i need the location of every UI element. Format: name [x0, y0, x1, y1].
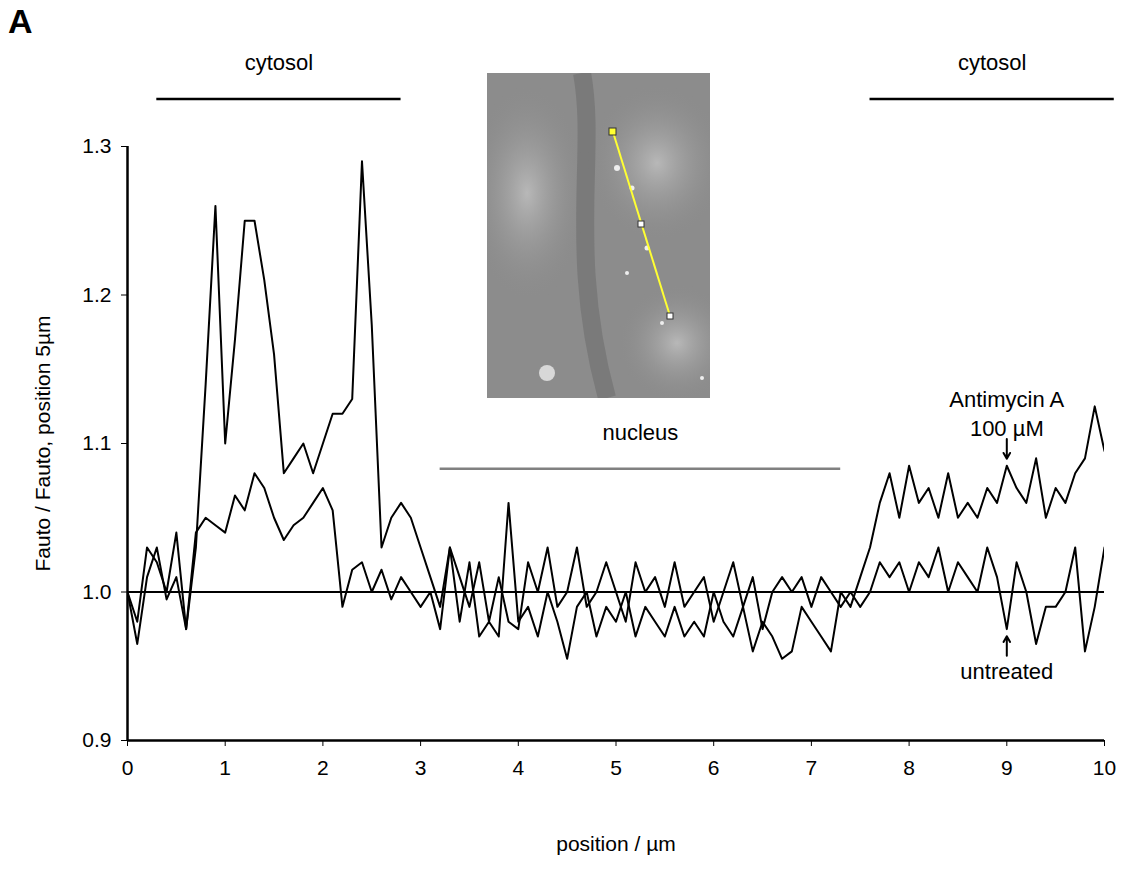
svg-text:Fauto / Fauto, position 5µm: Fauto / Fauto, position 5µm — [31, 315, 54, 571]
svg-text:1.2: 1.2 — [82, 283, 111, 306]
svg-text:Antimycin A100 µM: Antimycin A100 µM — [949, 387, 1064, 441]
svg-text:2: 2 — [317, 756, 329, 779]
html-text:A: A — [8, 2, 33, 40]
svg-text:10: 10 — [1093, 756, 1116, 779]
svg-text:1.3: 1.3 — [82, 134, 111, 157]
svg-text:untreated: untreated — [960, 659, 1053, 684]
svg-text:8: 8 — [903, 756, 915, 779]
svg-text:3: 3 — [415, 756, 427, 779]
svg-text:cytosol: cytosol — [245, 50, 313, 75]
svg-text:1.0: 1.0 — [82, 580, 111, 603]
svg-text:0.9: 0.9 — [82, 728, 111, 751]
svg-text:1: 1 — [219, 756, 231, 779]
svg-text:9: 9 — [1001, 756, 1013, 779]
svg-text:4: 4 — [512, 756, 524, 779]
svg-text:6: 6 — [708, 756, 720, 779]
svg-text:0: 0 — [122, 756, 134, 779]
svg-text:7: 7 — [806, 756, 818, 779]
svg-text:cytosol: cytosol — [958, 50, 1026, 75]
svg-text:5: 5 — [610, 756, 622, 779]
svg-text:nucleus: nucleus — [603, 420, 679, 445]
svg-text:position / µm: position / µm — [556, 832, 675, 855]
svg-text:1.1: 1.1 — [82, 431, 111, 454]
